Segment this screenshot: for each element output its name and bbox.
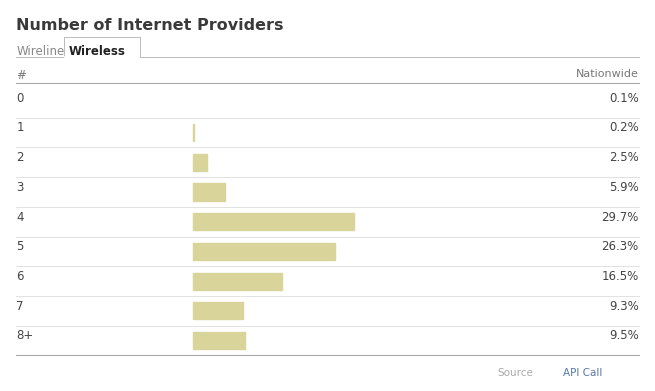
Text: 5.9%: 5.9% — [609, 181, 639, 194]
Text: API Call: API Call — [563, 368, 603, 378]
Text: 1: 1 — [16, 121, 24, 135]
Text: 0.1%: 0.1% — [609, 91, 639, 105]
Text: 8+: 8+ — [16, 329, 33, 343]
Text: 29.7%: 29.7% — [601, 210, 639, 224]
Text: Wireless: Wireless — [69, 45, 126, 58]
Text: 6: 6 — [16, 270, 24, 283]
Text: Source: Source — [498, 368, 534, 378]
Text: 7: 7 — [16, 300, 24, 313]
Text: 4: 4 — [16, 210, 24, 224]
Text: #: # — [16, 69, 26, 82]
Text: 9.3%: 9.3% — [609, 300, 639, 313]
Text: 16.5%: 16.5% — [601, 270, 639, 283]
Text: Number of Internet Providers: Number of Internet Providers — [16, 18, 284, 32]
Text: 9.5%: 9.5% — [609, 329, 639, 343]
Text: Nationwide: Nationwide — [576, 69, 639, 79]
Text: Wireline: Wireline — [16, 45, 65, 58]
Text: 2: 2 — [16, 151, 24, 164]
Text: 3: 3 — [16, 181, 24, 194]
Text: 0.2%: 0.2% — [609, 121, 639, 135]
Text: 26.3%: 26.3% — [601, 240, 639, 253]
Text: 0: 0 — [16, 91, 24, 105]
Text: 5: 5 — [16, 240, 24, 253]
Text: 2.5%: 2.5% — [609, 151, 639, 164]
